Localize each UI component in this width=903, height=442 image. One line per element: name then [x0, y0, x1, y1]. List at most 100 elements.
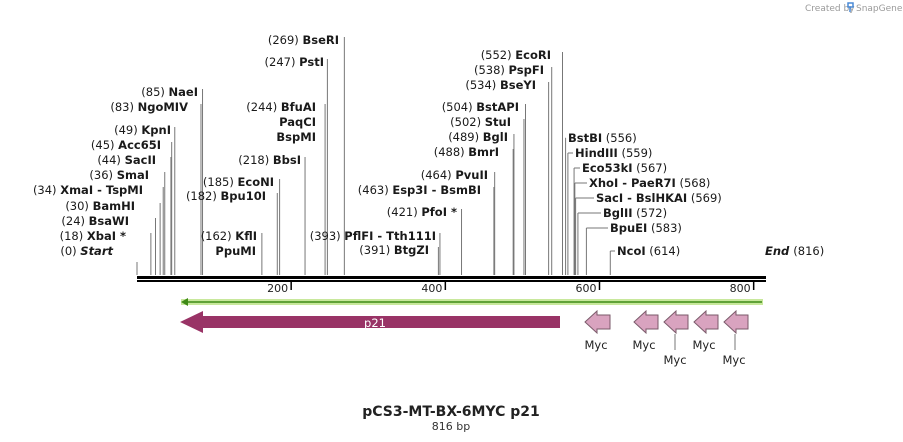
site-label[interactable]: PaqCI	[279, 115, 316, 129]
label-part: (488)	[434, 145, 469, 159]
end-label: End (816)	[765, 244, 824, 258]
snapgene-logo-icon	[847, 2, 854, 12]
site-label[interactable]: (218) BbsI	[238, 153, 301, 167]
site-label[interactable]: (489) BglI	[448, 130, 508, 144]
feature-myc-5[interactable]: Myc	[722, 309, 749, 367]
label-part: (504)	[442, 100, 477, 114]
label-part: BglII	[603, 206, 633, 220]
site-label[interactable]: (393) PflFI - Tth111I	[310, 229, 436, 243]
label-part: (83)	[110, 100, 137, 114]
site-label[interactable]: (34) XmaI - TspMI	[33, 183, 143, 197]
feature-myc-1[interactable]: Myc	[584, 309, 611, 352]
label-part: (18)	[60, 229, 87, 243]
label-part: -	[428, 183, 441, 197]
feature-myc-2[interactable]: Myc	[632, 309, 659, 352]
site-label[interactable]: (488) BmrI	[434, 145, 499, 159]
myc-arrow-icon	[663, 309, 689, 335]
site-label[interactable]: (247) PstI	[265, 55, 324, 69]
site-label[interactable]: BspMI	[276, 130, 316, 144]
myc-label: Myc	[584, 338, 607, 352]
created-by-text: Created by	[805, 4, 855, 14]
site-label[interactable]: (83) NgoMIV	[110, 100, 188, 114]
site-label[interactable]: (538) PspFI	[474, 63, 544, 77]
label-part: (218)	[238, 153, 273, 167]
label-part: KpnI	[141, 123, 171, 137]
label-part: (502)	[450, 115, 485, 129]
myc-arrow-icon	[633, 309, 659, 335]
site-label[interactable]: (421) PfoI *	[387, 205, 457, 219]
tick-label: 600	[576, 282, 597, 295]
site-label[interactable]: (162) KflI	[201, 229, 257, 243]
feature-myc-4[interactable]: Myc	[692, 309, 719, 352]
label-part: BamHI	[93, 199, 135, 213]
site-label[interactable]: BglII (572)	[603, 206, 667, 220]
site-label[interactable]: PpuMI	[215, 244, 256, 258]
site-label[interactable]: BpuEI (583)	[610, 221, 682, 235]
label-part: Tth111I	[386, 229, 436, 243]
label-part: SacII	[125, 153, 156, 167]
site-label[interactable]: (18) XbaI *	[60, 229, 126, 243]
label-part: BspMI	[276, 130, 316, 144]
myc-label: Myc	[722, 353, 745, 367]
label-part: PfoI *	[421, 205, 457, 219]
label-part: XbaI *	[87, 229, 126, 243]
label-part: (244)	[246, 100, 281, 114]
label-part: BstAPI	[476, 100, 519, 114]
backbone-top-strand	[137, 276, 766, 279]
site-label[interactable]: (24) BsaWI	[61, 214, 129, 228]
feature-p21[interactable]: p21	[180, 311, 560, 333]
label-part: PflFI	[344, 229, 373, 243]
label-part: SacI	[596, 191, 623, 205]
label-part: BstBI	[568, 131, 602, 145]
label-part: BslHKAI	[636, 191, 687, 205]
label-part: (559)	[618, 146, 653, 160]
label-part: PpuMI	[215, 244, 256, 258]
label-part: (568)	[676, 176, 711, 190]
label-part: (489)	[448, 130, 483, 144]
site-label[interactable]: (391) BtgZI	[359, 243, 429, 257]
site-label[interactable]: (185) EcoNI	[203, 175, 274, 189]
site-label[interactable]: (244) BfuAI	[246, 100, 316, 114]
label-part: (583)	[647, 221, 682, 235]
label-part: (569)	[687, 191, 722, 205]
label-part: (816)	[793, 244, 824, 258]
myc-arrow-icon	[723, 309, 749, 335]
site-label[interactable]: (30) BamHI	[65, 199, 135, 213]
site-label[interactable]: (504) BstAPI	[442, 100, 519, 114]
orf-line	[181, 298, 763, 306]
label-part: XmaI	[60, 183, 93, 197]
label-part: (552)	[481, 48, 516, 62]
site-label[interactable]: (49) KpnI	[114, 123, 171, 137]
site-label[interactable]: NcoI (614)	[617, 244, 680, 258]
site-label[interactable]: (44) SacII	[97, 153, 156, 167]
restriction-site-labels: (18) XbaI *(24) BsaWI(30) BamHI (34) XmaI…	[33, 33, 824, 258]
label-part: BfuAI	[281, 100, 316, 114]
snapgene-branding: Created by SnapGene	[805, 2, 903, 14]
site-label[interactable]: (85) NaeI	[141, 85, 198, 99]
label-part: PstI	[299, 55, 324, 69]
label-part: (162)	[201, 229, 236, 243]
tick-label: 400	[421, 282, 442, 295]
label-part: BsaWI	[89, 214, 129, 228]
site-label[interactable]: XhoI - PaeR7I (568)	[589, 176, 710, 190]
site-label[interactable]: (463) Esp3I - BsmBI	[358, 183, 481, 197]
site-label[interactable]: (464) PvuII	[421, 168, 488, 182]
site-label[interactable]: (36) SmaI	[89, 168, 149, 182]
site-label[interactable]: (182) Bpu10I	[186, 189, 266, 203]
site-label[interactable]: SacI - BslHKAI (569)	[596, 191, 722, 205]
site-label[interactable]: Eco53kI (567)	[582, 161, 667, 175]
label-part: (538)	[474, 63, 509, 77]
site-label[interactable]: (552) EcoRI	[481, 48, 551, 62]
site-label[interactable]: HindIII (559)	[575, 146, 652, 160]
label-part: (572)	[633, 206, 668, 220]
site-label[interactable]: (45) Acc65I	[91, 138, 161, 152]
label-part: (34)	[33, 183, 60, 197]
myc-arrow-icon	[693, 309, 719, 335]
site-label[interactable]: (269) BseRI	[268, 33, 339, 47]
feature-myc-3[interactable]: Myc	[663, 309, 689, 367]
site-label[interactable]: (534) BseYI	[465, 78, 536, 92]
site-label[interactable]: (502) StuI	[450, 115, 511, 129]
label-part: (391)	[359, 243, 394, 257]
site-label[interactable]: BstBI (556)	[568, 131, 637, 145]
